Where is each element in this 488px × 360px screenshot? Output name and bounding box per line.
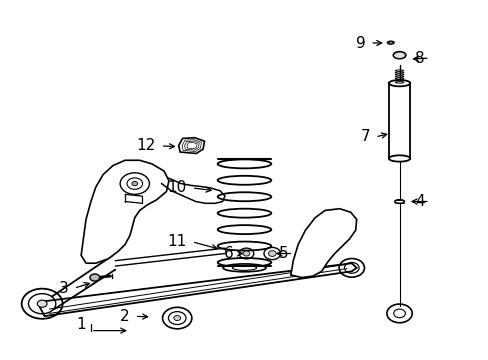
Text: 12: 12 — [136, 139, 156, 153]
Circle shape — [37, 300, 47, 307]
Circle shape — [268, 251, 276, 256]
Ellipse shape — [394, 200, 404, 203]
Text: 10: 10 — [167, 180, 186, 195]
Polygon shape — [40, 263, 356, 316]
Ellipse shape — [388, 80, 409, 86]
Circle shape — [173, 316, 180, 320]
Text: 2: 2 — [120, 309, 130, 324]
Text: 1: 1 — [76, 317, 86, 332]
Ellipse shape — [392, 51, 405, 59]
Text: 3: 3 — [59, 281, 69, 296]
Circle shape — [132, 181, 138, 186]
Polygon shape — [81, 160, 168, 263]
Text: 4: 4 — [414, 194, 424, 209]
Text: 7: 7 — [360, 130, 369, 144]
Polygon shape — [178, 138, 204, 153]
Circle shape — [90, 274, 100, 281]
Ellipse shape — [388, 155, 409, 162]
Text: 6: 6 — [224, 246, 233, 261]
Text: 9: 9 — [355, 36, 365, 50]
Circle shape — [243, 251, 249, 256]
Polygon shape — [290, 209, 356, 278]
Text: 8: 8 — [414, 50, 424, 66]
Text: 11: 11 — [167, 234, 186, 249]
Text: 5: 5 — [278, 246, 288, 261]
Polygon shape — [388, 83, 409, 158]
Circle shape — [388, 41, 392, 44]
Ellipse shape — [223, 264, 265, 272]
